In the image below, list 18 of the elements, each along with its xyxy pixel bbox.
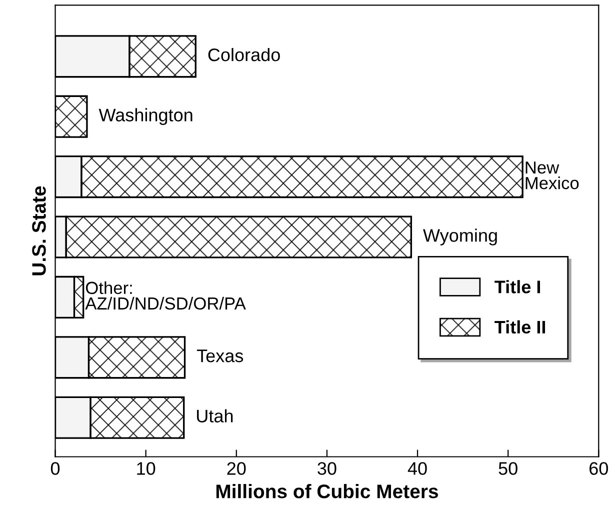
x-tick-label: 30 bbox=[318, 462, 336, 475]
x-tick-label: 50 bbox=[498, 462, 518, 475]
y-tick-label: Utah bbox=[197, 409, 233, 422]
y-axis-title: U.S. State bbox=[32, 186, 46, 276]
y-tick-label: Wyoming bbox=[423, 228, 497, 246]
y-tick-label: Washington bbox=[98, 108, 192, 126]
x-tick-label: 40 bbox=[408, 462, 427, 475]
y-tick-label: New Mexico bbox=[526, 162, 579, 190]
legend-label: Title I bbox=[494, 280, 540, 294]
x-tick-label: 20 bbox=[227, 462, 246, 475]
y-tick-label: Colorado bbox=[208, 48, 280, 62]
y-tick-label: Texas bbox=[196, 350, 244, 362]
x-axis-title: Millions of Cubic Meters bbox=[216, 484, 438, 498]
y-tick-label: Other: AZ/ID/ND/SD/OR/PA bbox=[85, 281, 246, 310]
x-tick-label: 0 bbox=[50, 462, 60, 475]
x-tick-label: 60 bbox=[590, 462, 608, 475]
x-tick-label: 10 bbox=[137, 462, 156, 475]
legend-label: Title II bbox=[494, 320, 546, 334]
